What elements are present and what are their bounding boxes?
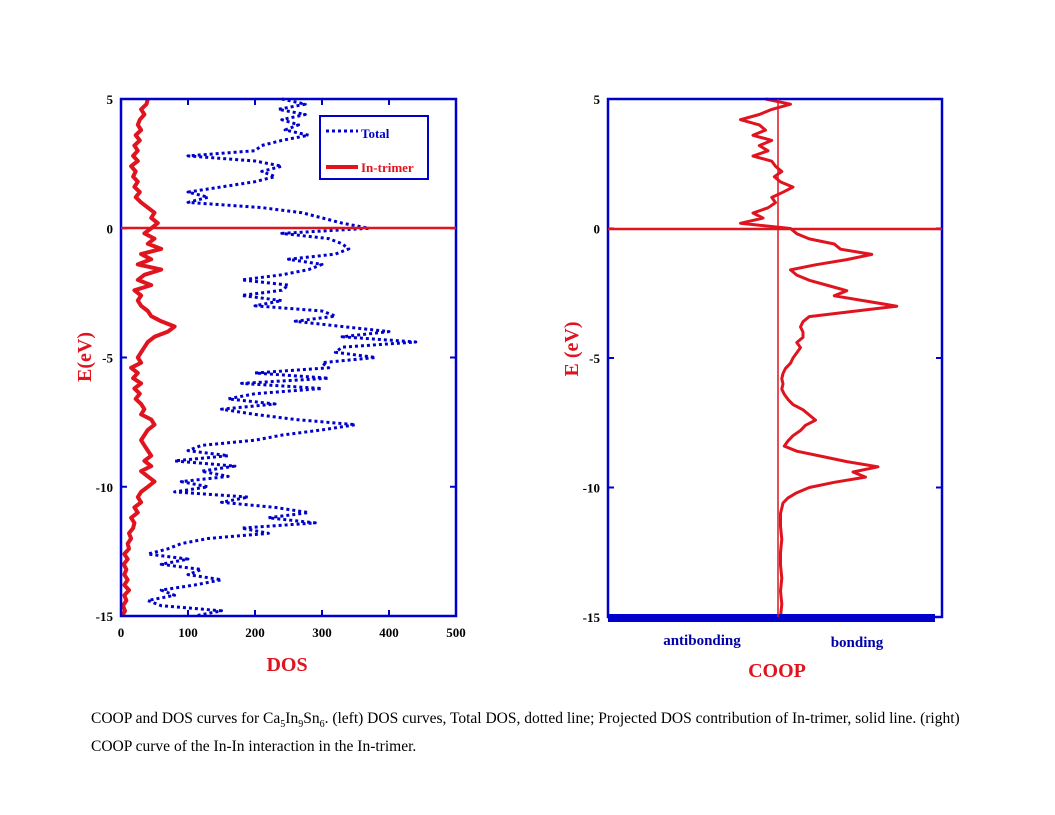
dos-x-tick-label: 200	[245, 625, 265, 640]
coop-y-tick-label: -10	[583, 481, 600, 496]
coop-bottom-bar	[608, 614, 935, 622]
coop-y-tick-label: -15	[583, 610, 601, 625]
coop-y-tick-label: -5	[589, 351, 600, 366]
dos-x-tick-label: 100	[178, 625, 198, 640]
dos-x-tick-label: 500	[446, 625, 466, 640]
intrimer-dos-line	[120, 98, 177, 617]
dos-x-axis-label: DOS	[266, 654, 307, 676]
dos-y-tick-label: 5	[107, 92, 114, 107]
dos-y-tick-label: -10	[96, 480, 113, 495]
coop-x-axis-label: COOP	[748, 660, 806, 682]
dos-y-tick-label: 0	[107, 221, 114, 236]
caption-subscript-in: 9	[298, 719, 304, 731]
dos-data-layer	[120, 97, 418, 618]
dos-panel: 5 0 -5 -10 -15 0 100 200 300 400 500 Total In-trim…	[74, 92, 466, 676]
coop-panel: 5 0 -5 -10 -15 E (eV) antibonding bonding CO…	[561, 92, 944, 682]
legend-intrimer-label: In-trimer	[361, 160, 414, 175]
dos-y-tick-label: -5	[102, 351, 113, 366]
dos-y-axis-label: E(eV)	[74, 332, 96, 382]
coop-y-tick-label: 0	[594, 222, 601, 237]
caption-subscript-ca: 5	[280, 719, 286, 731]
dos-x-tick-label: 400	[379, 625, 399, 640]
antibonding-label: antibonding	[663, 633, 741, 649]
dos-legend: Total In-trimer	[319, 115, 429, 180]
coop-line	[739, 97, 899, 618]
coop-data-layer	[739, 97, 899, 618]
caption-text-1: COOP and DOS curves for Ca	[91, 710, 281, 727]
caption-text-3: Sn	[303, 710, 320, 727]
caption-text-4: . (left) DOS curves, Total DOS, dotted l…	[91, 710, 960, 756]
caption-text-2: In	[285, 710, 299, 727]
coop-y-tick-label: 5	[594, 92, 601, 107]
total-dos-line	[146, 97, 418, 618]
figure-caption: COOP and DOS curves for Ca5In9Sn6. (left…	[91, 708, 971, 758]
coop-ticks: 5 0 -5 -10 -15	[583, 92, 942, 625]
caption-subscript-sn: 6	[319, 719, 325, 731]
dos-x-tick-label: 0	[118, 625, 125, 640]
dos-x-tick-label: 300	[312, 625, 332, 640]
coop-y-axis-label: E (eV)	[561, 322, 583, 377]
legend-total-label: Total	[361, 126, 390, 141]
bonding-label: bonding	[831, 635, 884, 651]
dos-ticks: 5 0 -5 -10 -15 0 100 200 300 400 500	[96, 92, 466, 640]
dos-y-tick-label: -15	[96, 609, 114, 624]
